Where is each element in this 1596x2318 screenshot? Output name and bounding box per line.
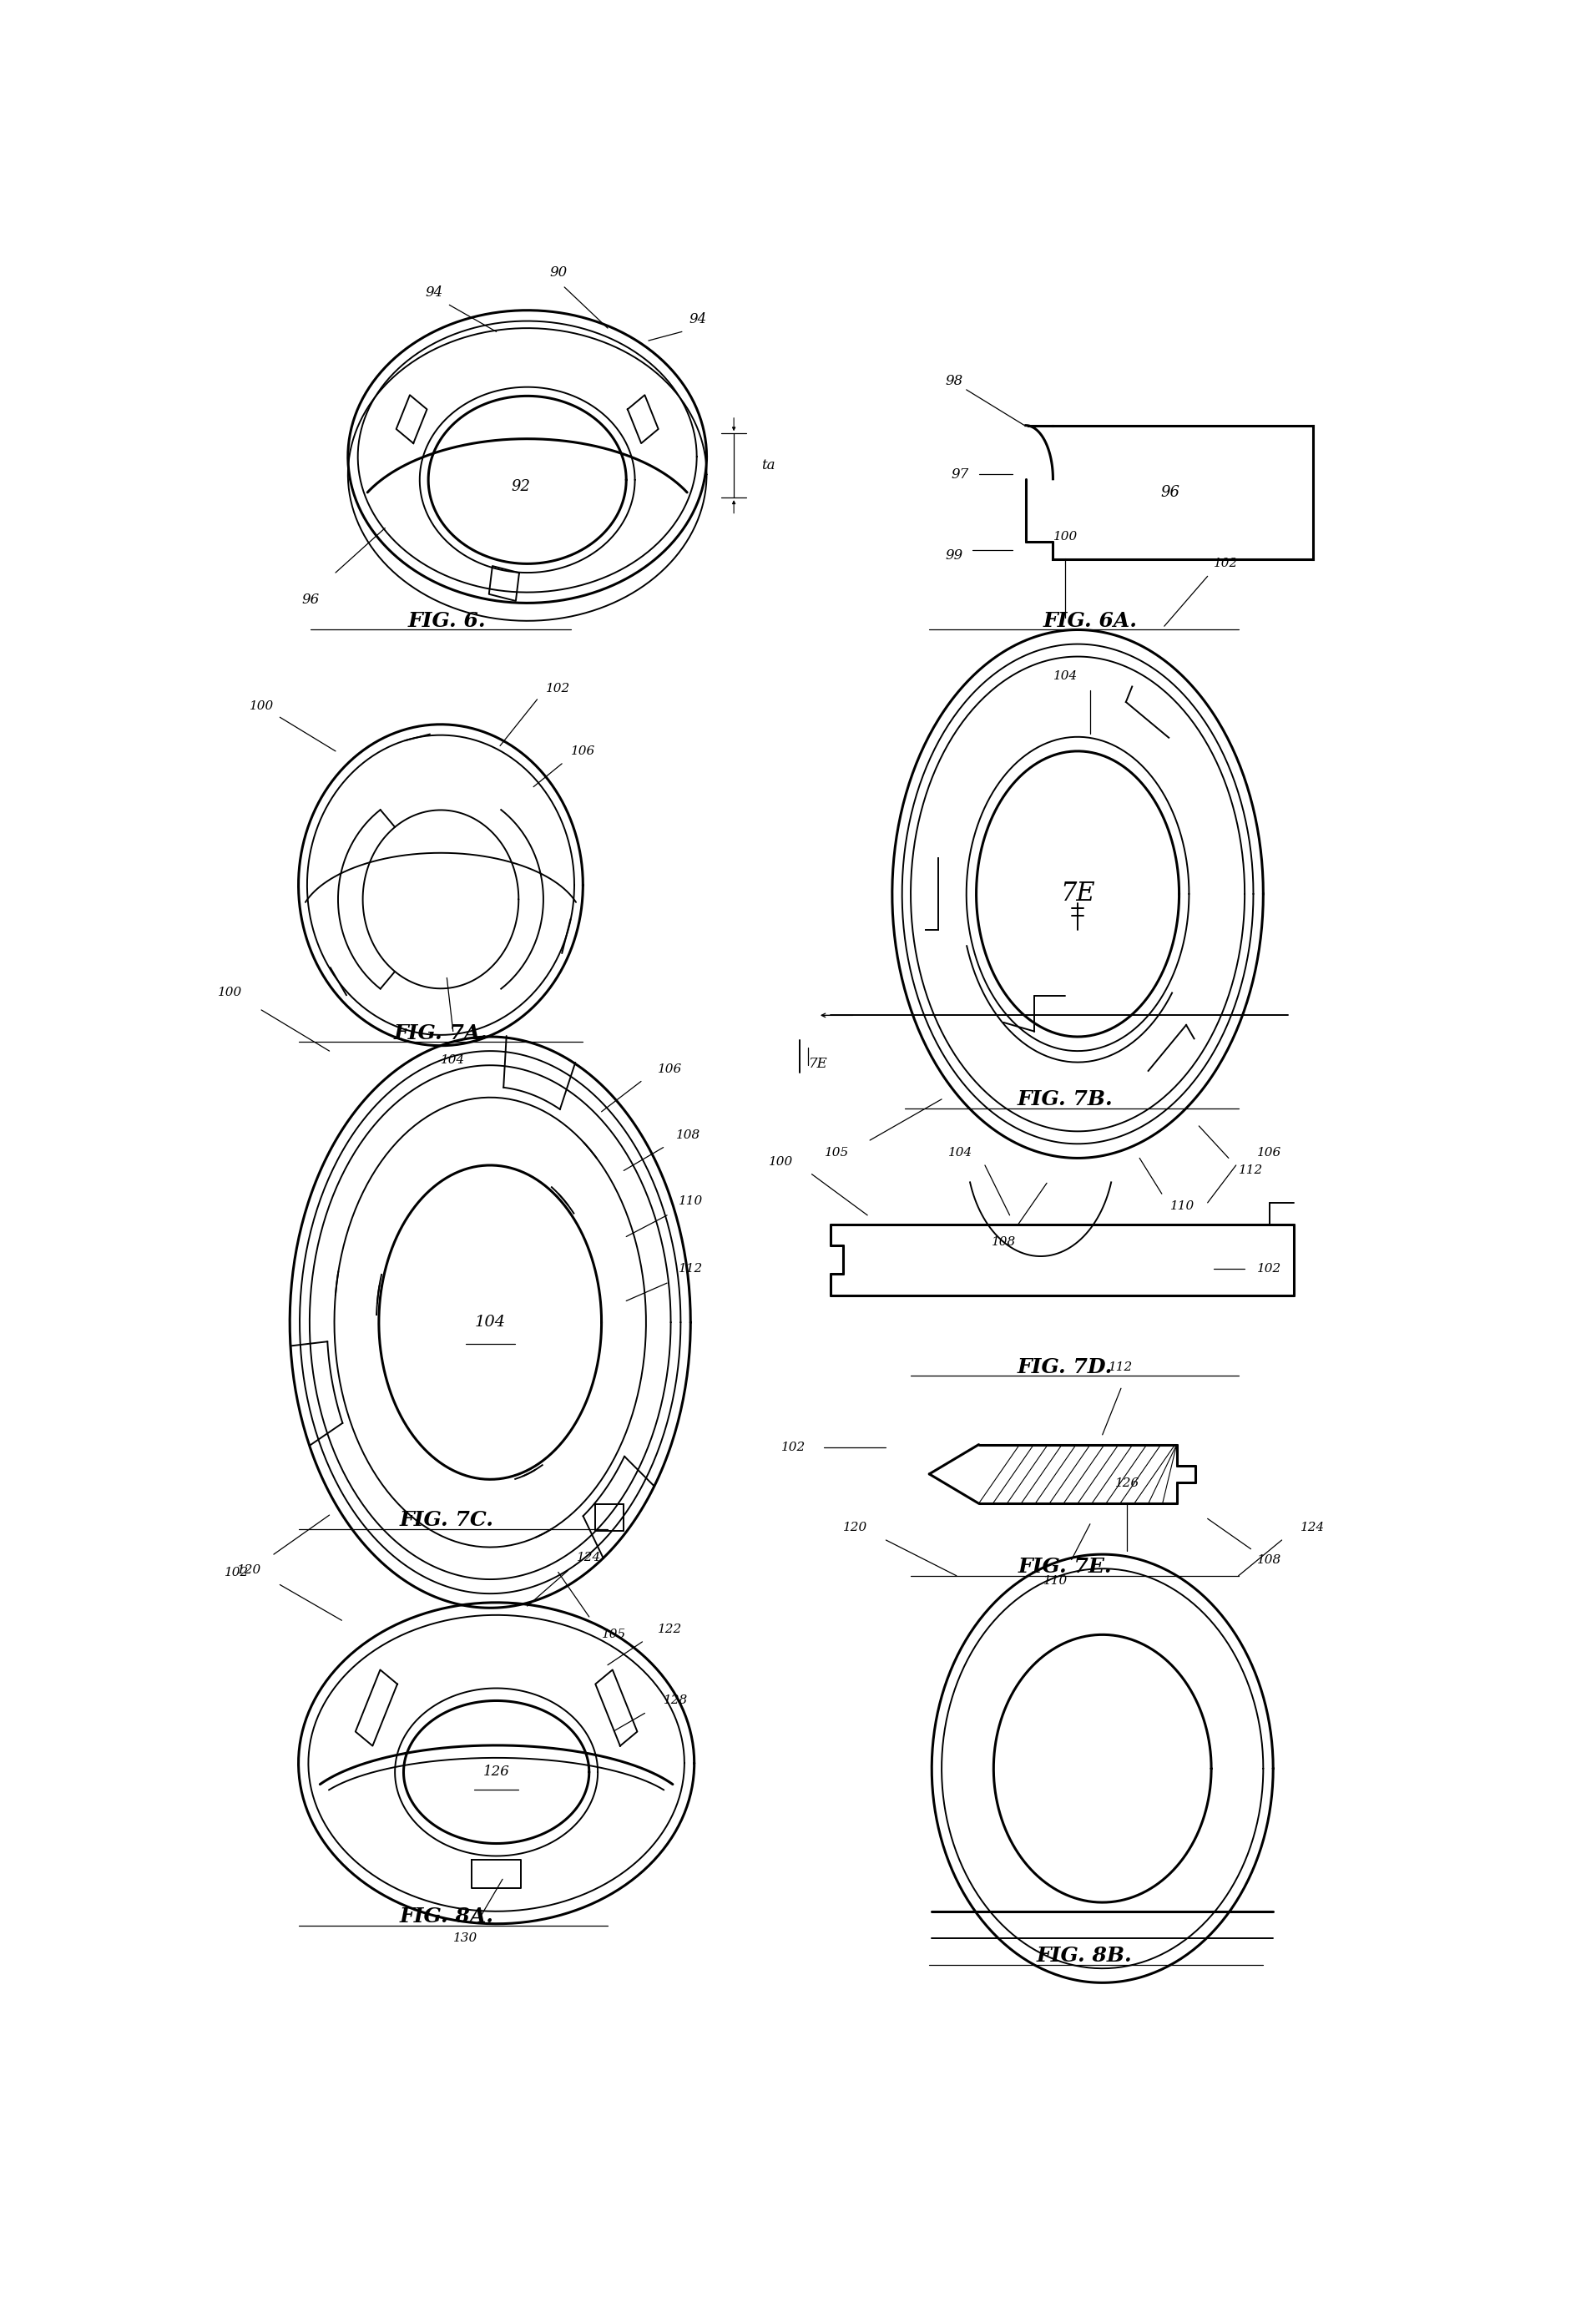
Text: FIG. 7A.: FIG. 7A. — [394, 1022, 488, 1043]
Text: 106: 106 — [1258, 1147, 1282, 1159]
Text: FIG. 8A.: FIG. 8A. — [399, 1908, 495, 1926]
Text: 128: 128 — [664, 1694, 688, 1706]
Text: 110: 110 — [1044, 1576, 1068, 1588]
Text: 112: 112 — [1238, 1164, 1262, 1178]
Text: 104: 104 — [1053, 670, 1077, 681]
Text: FIG. 8B.: FIG. 8B. — [1036, 1945, 1132, 1966]
Text: 130: 130 — [453, 1933, 477, 1945]
Text: 124: 124 — [576, 1553, 602, 1565]
Text: 112: 112 — [1109, 1361, 1133, 1372]
Text: 7E: 7E — [809, 1057, 827, 1071]
Text: 96: 96 — [302, 593, 319, 607]
Text: 102: 102 — [225, 1567, 249, 1579]
Text: 90: 90 — [549, 267, 567, 280]
Text: 108: 108 — [675, 1129, 701, 1140]
Text: 110: 110 — [678, 1196, 702, 1208]
Text: 99: 99 — [945, 549, 962, 563]
Text: 105: 105 — [602, 1630, 626, 1641]
Text: 102: 102 — [546, 684, 570, 695]
Text: 100: 100 — [219, 985, 243, 999]
Text: 100: 100 — [1053, 531, 1077, 542]
Text: 102: 102 — [780, 1442, 806, 1453]
Text: FIG. 6A.: FIG. 6A. — [1042, 612, 1138, 630]
Text: ta: ta — [761, 459, 776, 473]
Text: 102: 102 — [1215, 559, 1238, 570]
Text: FIG. 7B.: FIG. 7B. — [1017, 1089, 1114, 1110]
Text: 112: 112 — [678, 1263, 702, 1275]
Text: 105: 105 — [824, 1147, 849, 1159]
Text: 96: 96 — [1160, 484, 1179, 501]
Text: 126: 126 — [1116, 1477, 1140, 1488]
Text: 108: 108 — [1258, 1553, 1282, 1565]
Text: FIG. 6.: FIG. 6. — [409, 612, 485, 630]
Text: 106: 106 — [658, 1064, 681, 1076]
Text: 124: 124 — [1301, 1521, 1325, 1535]
Text: 100: 100 — [769, 1157, 793, 1168]
Text: 110: 110 — [1170, 1201, 1195, 1212]
Text: 104: 104 — [474, 1314, 506, 1331]
Text: FIG. 7E.: FIG. 7E. — [1018, 1558, 1112, 1576]
Text: 100: 100 — [249, 700, 273, 712]
Text: 94: 94 — [426, 285, 444, 299]
Text: 104: 104 — [948, 1147, 972, 1159]
Text: 126: 126 — [484, 1764, 509, 1780]
Text: 92: 92 — [511, 480, 531, 494]
Text: 120: 120 — [236, 1565, 262, 1576]
Text: 7E: 7E — [1060, 881, 1095, 906]
Text: 120: 120 — [843, 1521, 867, 1535]
Text: 104: 104 — [440, 1055, 466, 1066]
Text: FIG. 7D.: FIG. 7D. — [1018, 1356, 1112, 1377]
Text: 98: 98 — [945, 373, 962, 387]
Text: 122: 122 — [658, 1623, 681, 1634]
Text: 102: 102 — [1258, 1263, 1282, 1275]
Text: FIG. 7C.: FIG. 7C. — [399, 1511, 495, 1530]
Text: 106: 106 — [571, 746, 595, 758]
Text: 94: 94 — [689, 313, 707, 327]
Text: 97: 97 — [951, 468, 969, 482]
Text: 108: 108 — [991, 1235, 1015, 1247]
